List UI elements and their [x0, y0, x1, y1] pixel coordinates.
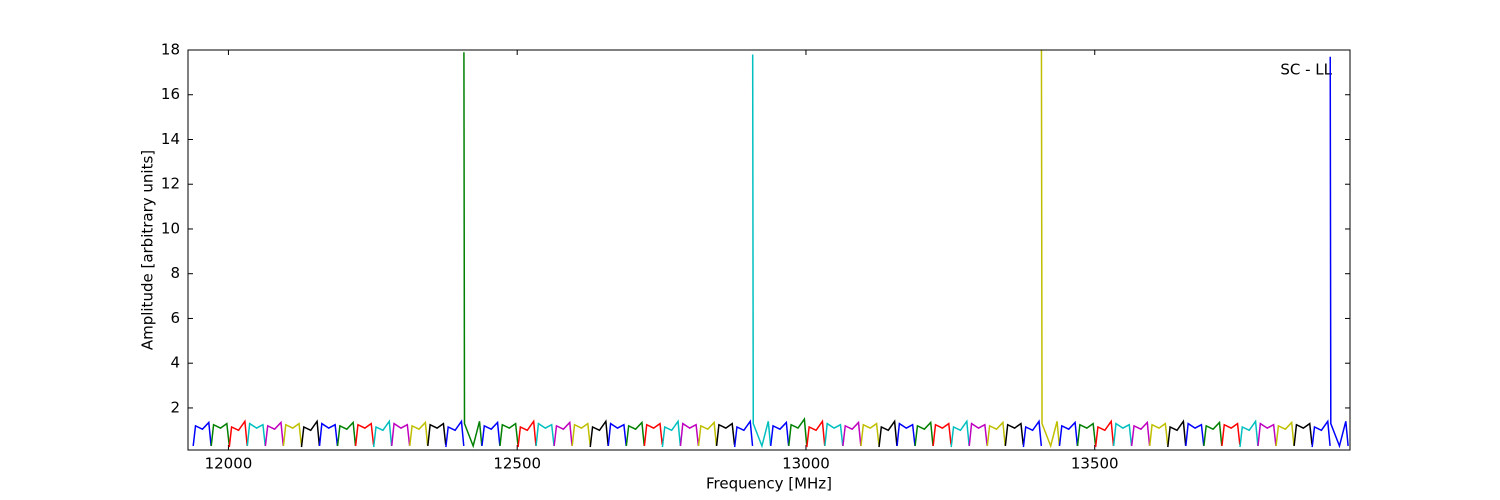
x-tick-label: 13000 — [782, 455, 830, 473]
series-line — [390, 422, 411, 447]
y-tick-label: 16 — [161, 85, 180, 103]
series-line — [192, 420, 212, 447]
series-line — [806, 419, 826, 448]
series-line — [986, 420, 1006, 447]
series-line — [878, 419, 898, 448]
series-line — [553, 420, 573, 447]
series-line — [1257, 422, 1277, 447]
series-line — [1022, 419, 1043, 448]
series-line — [427, 422, 447, 447]
series-line — [860, 422, 880, 447]
series-line — [1148, 422, 1169, 447]
x-axis-label: Frequency [MHz] — [706, 475, 832, 493]
series-line — [228, 419, 248, 448]
y-axis-label: Amplitude [arbitrary units] — [139, 150, 157, 350]
series-line — [896, 422, 916, 447]
series-line — [1329, 56, 1349, 449]
series-line — [697, 420, 718, 447]
series-line — [589, 419, 609, 448]
series-line — [824, 422, 844, 447]
annotation: SC - LL — [1280, 61, 1332, 79]
series-line — [1221, 422, 1241, 447]
series-line — [661, 419, 682, 448]
series-line — [571, 422, 591, 447]
y-tick-label: 8 — [170, 264, 180, 282]
plot-area — [192, 50, 1349, 449]
series-line — [968, 422, 988, 447]
series-line — [354, 422, 375, 447]
series-line — [372, 419, 393, 448]
series-line — [733, 419, 754, 448]
x-tick-label: 12500 — [493, 455, 541, 473]
series-line — [499, 422, 519, 447]
series-line — [481, 420, 501, 447]
series-line — [264, 420, 285, 447]
y-tick-label: 4 — [170, 354, 180, 372]
series-line — [1112, 422, 1133, 447]
series-line — [932, 422, 952, 447]
plot-frame — [187, 49, 1351, 451]
series-line — [463, 52, 483, 449]
series-line — [336, 420, 357, 447]
series-line — [1293, 422, 1313, 447]
series-line — [715, 422, 736, 447]
series-line — [751, 54, 772, 449]
series-line — [1167, 419, 1187, 448]
series-line — [1004, 422, 1025, 447]
y-tick-label: 10 — [161, 219, 180, 237]
series-line — [535, 422, 555, 447]
series-line — [1185, 422, 1205, 447]
y-tick-label: 2 — [170, 398, 180, 416]
y-tick-label: 12 — [161, 175, 180, 193]
series-line — [246, 422, 266, 447]
series-line — [1058, 420, 1079, 447]
series-line — [318, 422, 339, 447]
y-tick-label: 14 — [161, 130, 180, 148]
series-line — [607, 422, 627, 447]
series-line — [445, 419, 465, 448]
series-line — [1130, 420, 1151, 447]
series-line — [788, 417, 808, 447]
series-line — [1094, 419, 1115, 448]
x-tick-label: 12000 — [205, 455, 253, 473]
series-line — [625, 420, 645, 447]
y-tick-label: 6 — [170, 309, 180, 327]
series-line — [300, 419, 321, 448]
y-tick-label: 18 — [161, 41, 180, 59]
series-line — [679, 422, 700, 447]
series-line — [950, 419, 970, 448]
series-line — [769, 420, 790, 447]
series-line — [210, 422, 230, 447]
series-line — [914, 420, 934, 447]
series-line — [1076, 422, 1097, 447]
x-tick-label: 13500 — [1071, 455, 1119, 473]
series-line — [1275, 420, 1295, 447]
series-line — [1040, 50, 1061, 449]
series-line — [643, 422, 664, 447]
series-line — [282, 422, 303, 447]
series-line — [842, 420, 862, 447]
series-line — [1311, 419, 1331, 448]
series-line — [409, 420, 429, 447]
series-line — [1203, 420, 1223, 447]
series-line — [517, 419, 537, 448]
series-line — [1239, 419, 1259, 448]
